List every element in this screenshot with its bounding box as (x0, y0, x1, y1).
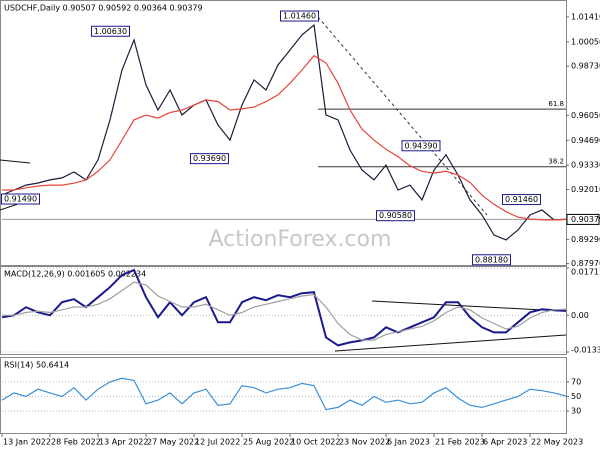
annotation-box (91, 25, 130, 37)
series-line (2, 281, 567, 341)
annotation-label: 0.93690 (193, 154, 226, 163)
x-tick-label: 6 Apr 2023 (483, 438, 527, 447)
x-tick-label: 13 Apr 2022 (99, 438, 148, 447)
series-line (2, 54, 567, 221)
x-tick-label: 13 Jan 2022 (3, 438, 51, 447)
price-title: USDCHF,Daily 0.90507 0.90592 0.90364 0.9… (4, 4, 203, 13)
x-tick-label: 27 May 2022 (147, 438, 199, 447)
annotation-label: 0.91490 (4, 195, 37, 204)
x-tick-label: 28 Feb 2022 (51, 438, 101, 447)
watermark: ActionForex.com (209, 227, 392, 252)
annotation-label: 0.91460 (505, 195, 538, 204)
fib-label: 61.8 (548, 100, 564, 108)
annotation-box (1, 193, 40, 205)
price-panel (0, 0, 567, 266)
y-tick-label: 1.01410 (571, 12, 600, 21)
annotation-box (472, 254, 511, 266)
trend-line (334, 334, 567, 352)
x-tick-label: 21 Feb 2023 (435, 438, 485, 447)
rsi-title: RSI(14) 50.6414 (4, 361, 69, 370)
y-tick-label: 50 (571, 392, 581, 401)
x-tick-label: 12 Jul 2022 (195, 438, 240, 447)
annotation-label: 0.94390 (404, 141, 437, 150)
series-line (1, 377, 567, 411)
x-tick-label: 10 Oct 2022 (291, 438, 340, 447)
annotation-box (502, 194, 541, 206)
trend-line (317, 16, 488, 216)
x-tick-label: 6 Jan 2023 (387, 438, 430, 447)
trend-line (371, 300, 563, 312)
macd-title: MACD(12,26,9) 0.001605 0.002234 (4, 270, 146, 279)
fib-label: 38.2 (548, 158, 564, 166)
annotation-box (401, 140, 441, 152)
annotation-label: 1.01460 (283, 12, 316, 21)
x-tick-label: 23 Nov 2022 (339, 438, 390, 447)
annotation-label: 0.88180 (475, 255, 508, 264)
annotation-box (376, 210, 415, 222)
series-line (1, 23, 567, 241)
x-tick-label: 25 Aug 2022 (243, 438, 294, 447)
last-price-box (566, 213, 600, 225)
y-tick-label: -0.01334 (571, 346, 600, 355)
last-price-label: 0.90379 (571, 215, 600, 224)
y-tick-label: 0.00 (571, 311, 589, 320)
annotation-box (280, 10, 319, 22)
annotation-label: 1.00630 (94, 27, 127, 36)
macd-panel (0, 266, 567, 355)
series-line (1, 268, 567, 347)
y-tick-label: 30 (571, 407, 581, 416)
rsi-panel (0, 357, 567, 434)
annotation-box (190, 153, 229, 165)
y-tick-label: 70 (571, 377, 581, 386)
y-tick-label: 0.87970 (571, 259, 600, 268)
annotation-label: 0.90580 (379, 211, 412, 220)
x-tick-label: 22 May 2023 (531, 438, 583, 447)
trend-line (0, 159, 31, 164)
y-tick-label: 0.017176 (571, 268, 600, 277)
